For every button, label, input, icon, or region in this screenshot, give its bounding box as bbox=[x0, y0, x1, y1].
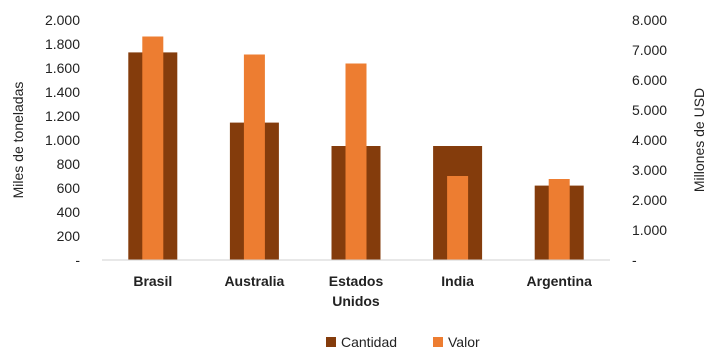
y-tick-label: 600 bbox=[57, 180, 81, 196]
y-tick-label: 1.200 bbox=[45, 108, 80, 124]
y2-tick-label: 3.000 bbox=[632, 162, 667, 178]
category-label-estados-unidos: Estados Unidos bbox=[329, 273, 384, 309]
y2-axis-title: Millones de USD bbox=[691, 88, 707, 192]
category-label-brasil: Brasil bbox=[133, 273, 172, 289]
bar-valor-australia bbox=[243, 54, 265, 260]
y2-tick-label: 4.000 bbox=[632, 132, 667, 148]
y2-tick-label: - bbox=[632, 252, 637, 268]
bar-valor-india bbox=[447, 176, 469, 260]
y-tick-label: 200 bbox=[57, 228, 81, 244]
valor-bars bbox=[142, 36, 570, 260]
left-axis-ticks: - 200 400 600 800 1.000 1.200 1.400 1.600 1.800 2.… bbox=[45, 12, 80, 268]
y-tick-label: 1.000 bbox=[45, 132, 80, 148]
y-axis-title: Miles de toneladas bbox=[10, 82, 26, 199]
legend-swatch-cantidad bbox=[326, 337, 336, 347]
category-label-argentina: Argentina bbox=[527, 273, 593, 289]
legend-swatch-valor bbox=[433, 337, 443, 347]
y-tick-label: 2.000 bbox=[45, 12, 80, 28]
y-tick-label: 1.600 bbox=[45, 60, 80, 76]
y-tick-label: 800 bbox=[57, 156, 81, 172]
legend-label-cantidad: Cantidad bbox=[341, 334, 397, 350]
y2-tick-label: 5.000 bbox=[632, 102, 667, 118]
y2-tick-label: 7.000 bbox=[632, 42, 667, 58]
legend: Cantidad Valor bbox=[326, 334, 480, 350]
bar-valor-argentina bbox=[548, 179, 570, 260]
y2-tick-label: 1.000 bbox=[632, 222, 667, 238]
y2-tick-label: 6.000 bbox=[632, 72, 667, 88]
y2-tick-label: 8.000 bbox=[632, 12, 667, 28]
y2-tick-label: 2.000 bbox=[632, 192, 667, 208]
category-labels: Brasil Australia Estados Unidos India Argenti… bbox=[133, 273, 592, 309]
y-tick-label: 400 bbox=[57, 204, 81, 220]
category-label-india: India bbox=[441, 273, 474, 289]
legend-label-valor: Valor bbox=[448, 334, 480, 350]
category-label-australia: Australia bbox=[224, 273, 284, 289]
y-tick-label: 1.800 bbox=[45, 36, 80, 52]
y-tick-label: 1.400 bbox=[45, 84, 80, 100]
right-axis-ticks: - 1.000 2.000 3.000 4.000 5.000 6.000 7.000 8.00… bbox=[632, 12, 667, 268]
y-tick-label: - bbox=[75, 252, 80, 268]
bar-valor-brasil bbox=[142, 36, 164, 260]
bar-valor-estados-unidos bbox=[345, 63, 367, 260]
